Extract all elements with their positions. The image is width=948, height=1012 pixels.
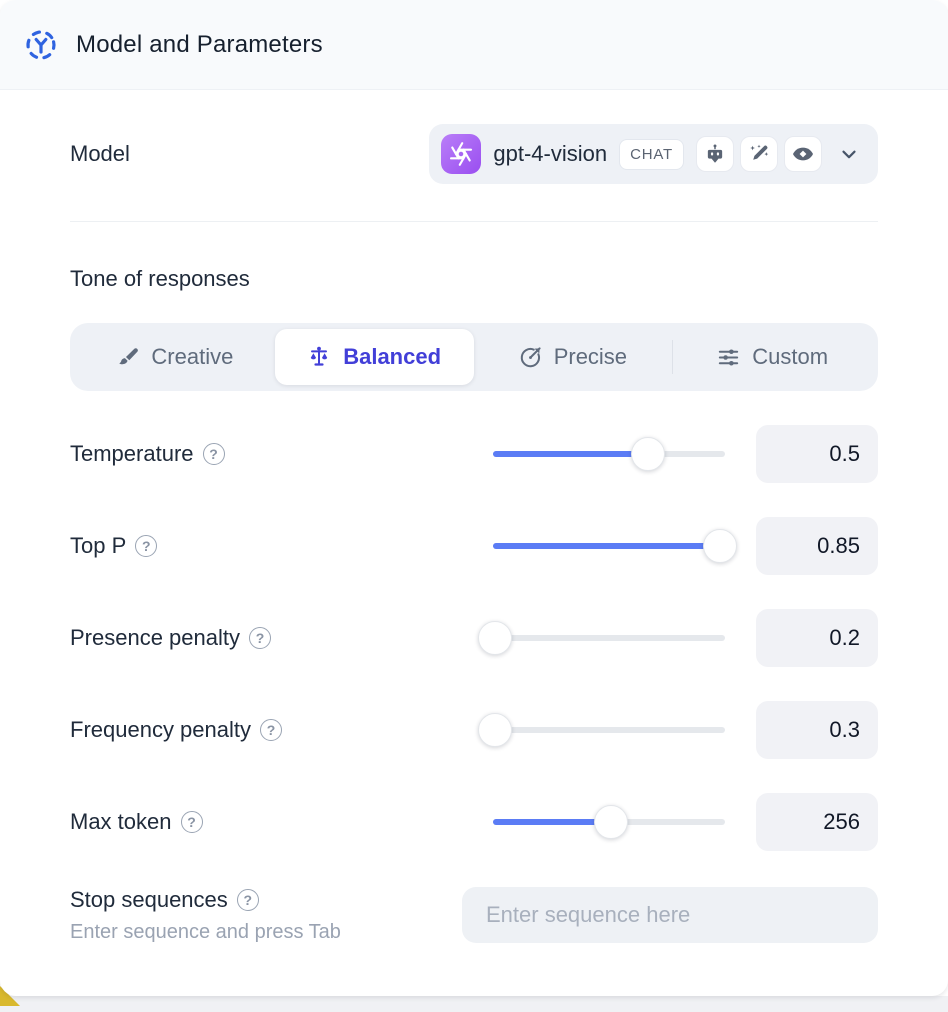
slider-track-fill — [493, 819, 612, 825]
paintbrush-icon — [117, 346, 139, 368]
stop-sequences-label: Stop sequences — [70, 887, 228, 912]
temperature-slider[interactable] — [493, 425, 725, 483]
top-p-slider[interactable] — [493, 517, 738, 575]
help-icon[interactable] — [202, 443, 225, 465]
tone-option-label: Custom — [752, 344, 829, 369]
param-row-max-token: Max token 256 — [70, 793, 878, 851]
sliders-icon — [717, 346, 740, 369]
param-row-temperature: Temperature 0.5 — [70, 425, 878, 483]
param-row-top-p: Top P 0.85 — [70, 517, 878, 575]
panel-header: Model and Parameters — [0, 0, 948, 90]
tone-option-label: Balanced — [343, 344, 442, 369]
tone-option-creative[interactable]: Creative — [76, 329, 275, 385]
param-label-wrap: Stop sequences — [70, 887, 341, 913]
param-row-presence-penalty: Presence penalty 0.2 — [70, 609, 878, 667]
selected-model-name: gpt-4-vision — [493, 141, 608, 166]
model-capability-badges — [696, 136, 822, 172]
presence-penalty-value[interactable]: 0.2 — [756, 609, 878, 667]
chat-bot-icon — [696, 136, 734, 172]
help-icon[interactable] — [249, 627, 271, 649]
model-hub-icon — [24, 28, 58, 62]
stop-label-block: Stop sequences Enter sequence and press … — [70, 887, 341, 944]
slider-thumb[interactable] — [703, 529, 738, 563]
segment-divider — [672, 340, 674, 374]
model-row: Model gpt-4-vision — [70, 124, 878, 184]
param-label-wrap: Frequency penalty — [70, 717, 282, 743]
param-label-wrap: Temperature — [70, 441, 225, 467]
tone-option-balanced[interactable]: Balanced — [274, 329, 474, 385]
magic-wand-icon — [740, 136, 778, 172]
param-label: Top P — [70, 533, 127, 558]
tone-segmented-control: Creative Balanced — [70, 323, 878, 391]
tone-option-custom[interactable]: Custom — [673, 329, 872, 385]
presence-penalty-slider[interactable] — [478, 609, 725, 667]
max-token-value[interactable]: 256 — [756, 793, 878, 851]
model-select-dropdown[interactable]: gpt-4-vision CHAT — [429, 124, 878, 184]
slider-thumb[interactable] — [478, 621, 513, 655]
target-icon — [519, 346, 542, 369]
slider-track[interactable] — [493, 727, 725, 733]
stop-sequence-input[interactable] — [462, 887, 878, 943]
balance-scale-icon — [307, 345, 331, 369]
chevron-down-icon — [838, 143, 860, 165]
max-token-slider[interactable] — [493, 793, 725, 851]
param-label: Temperature — [70, 441, 194, 466]
param-label-wrap: Max token — [70, 809, 203, 835]
tone-option-label: Creative — [151, 344, 234, 369]
slider-thumb[interactable] — [594, 805, 629, 839]
param-label: Frequency penalty — [70, 717, 251, 742]
slider-track-fill — [493, 451, 649, 457]
stop-sequences-row: Stop sequences Enter sequence and press … — [70, 887, 878, 944]
param-row-frequency-penalty: Frequency penalty 0.3 — [70, 701, 878, 759]
param-label-wrap: Presence penalty — [70, 625, 271, 651]
help-icon[interactable] — [180, 811, 203, 833]
param-label: Presence penalty — [70, 625, 240, 650]
tone-option-label: Precise — [553, 344, 628, 369]
help-icon[interactable] — [236, 889, 259, 911]
model-type-badge: CHAT — [619, 138, 684, 170]
panel-title: Model and Parameters — [76, 30, 323, 58]
slider-track[interactable] — [493, 635, 725, 641]
tone-option-precise[interactable]: Precise — [474, 329, 673, 385]
param-label: Max token — [70, 809, 172, 834]
openai-logo-icon — [441, 134, 482, 174]
top-p-value[interactable]: 0.85 — [756, 517, 878, 575]
frequency-penalty-slider[interactable] — [478, 701, 725, 759]
help-icon[interactable] — [135, 535, 158, 557]
background-strip — [0, 996, 948, 1012]
slider-thumb[interactable] — [631, 437, 666, 471]
param-label-wrap: Top P — [70, 533, 158, 559]
tone-heading: Tone of responses — [70, 266, 250, 291]
slider-thumb[interactable] — [478, 713, 513, 747]
frequency-penalty-value[interactable]: 0.3 — [756, 701, 878, 759]
temperature-value[interactable]: 0.5 — [756, 425, 878, 483]
help-icon[interactable] — [260, 719, 282, 741]
panel-content: Model gpt-4-vision — [0, 124, 948, 944]
stop-sequences-hint: Enter sequence and press Tab — [70, 921, 341, 943]
slider-track-fill — [493, 543, 721, 549]
vision-eye-icon — [784, 136, 822, 172]
model-label: Model — [70, 141, 130, 166]
section-divider — [70, 221, 878, 222]
